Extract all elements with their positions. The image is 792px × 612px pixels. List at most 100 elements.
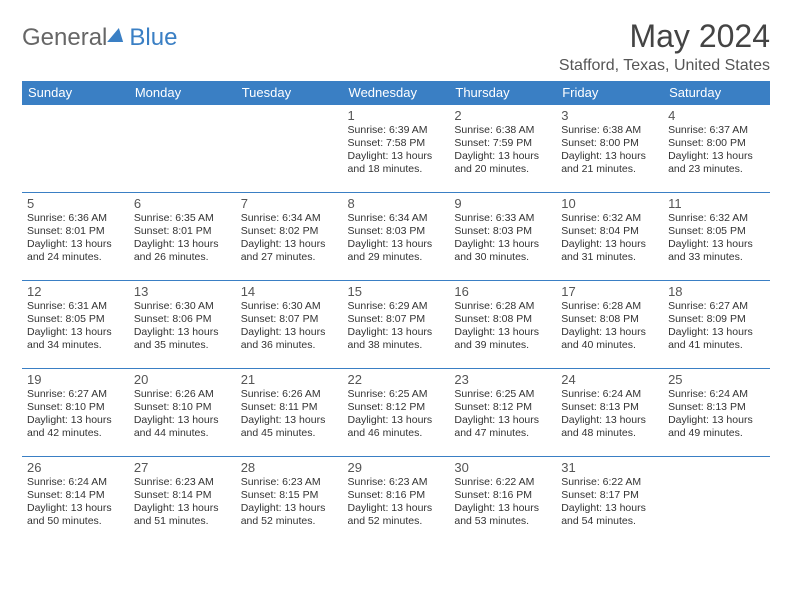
daylight-text: Daylight: 13 hours and 52 minutes. (241, 502, 338, 528)
day-number: 29 (348, 460, 445, 475)
sunset-text: Sunset: 8:16 PM (454, 489, 551, 502)
day-number: 16 (454, 284, 551, 299)
weekday-header: Sunday (22, 81, 129, 105)
day-info: Sunrise: 6:38 AMSunset: 8:00 PMDaylight:… (561, 124, 658, 177)
day-number: 15 (348, 284, 445, 299)
day-info: Sunrise: 6:28 AMSunset: 8:08 PMDaylight:… (454, 300, 551, 353)
day-number: 13 (134, 284, 231, 299)
daylight-text: Daylight: 13 hours and 38 minutes. (348, 326, 445, 352)
calendar-day-cell: 3Sunrise: 6:38 AMSunset: 8:00 PMDaylight… (556, 105, 663, 193)
day-info: Sunrise: 6:22 AMSunset: 8:16 PMDaylight:… (454, 476, 551, 529)
sunset-text: Sunset: 8:11 PM (241, 401, 338, 414)
day-info: Sunrise: 6:29 AMSunset: 8:07 PMDaylight:… (348, 300, 445, 353)
sunset-text: Sunset: 8:10 PM (27, 401, 124, 414)
sunset-text: Sunset: 8:14 PM (27, 489, 124, 502)
sunrise-text: Sunrise: 6:39 AM (348, 124, 445, 137)
daylight-text: Daylight: 13 hours and 35 minutes. (134, 326, 231, 352)
sunset-text: Sunset: 8:09 PM (668, 313, 765, 326)
day-number: 18 (668, 284, 765, 299)
day-info: Sunrise: 6:25 AMSunset: 8:12 PMDaylight:… (454, 388, 551, 441)
daylight-text: Daylight: 13 hours and 48 minutes. (561, 414, 658, 440)
day-info: Sunrise: 6:24 AMSunset: 8:13 PMDaylight:… (668, 388, 765, 441)
weekday-header: Thursday (449, 81, 556, 105)
calendar-day-cell: 8Sunrise: 6:34 AMSunset: 8:03 PMDaylight… (343, 193, 450, 281)
day-number: 26 (27, 460, 124, 475)
day-info: Sunrise: 6:33 AMSunset: 8:03 PMDaylight:… (454, 212, 551, 265)
sunset-text: Sunset: 8:03 PM (348, 225, 445, 238)
day-info: Sunrise: 6:38 AMSunset: 7:59 PMDaylight:… (454, 124, 551, 177)
day-info: Sunrise: 6:24 AMSunset: 8:14 PMDaylight:… (27, 476, 124, 529)
day-number: 9 (454, 196, 551, 211)
calendar-day-cell: 16Sunrise: 6:28 AMSunset: 8:08 PMDayligh… (449, 281, 556, 369)
sunset-text: Sunset: 8:02 PM (241, 225, 338, 238)
month-title: May 2024 (559, 18, 770, 55)
sunset-text: Sunset: 8:05 PM (668, 225, 765, 238)
day-number: 5 (27, 196, 124, 211)
sunrise-text: Sunrise: 6:30 AM (134, 300, 231, 313)
sunrise-text: Sunrise: 6:25 AM (348, 388, 445, 401)
day-info: Sunrise: 6:36 AMSunset: 8:01 PMDaylight:… (27, 212, 124, 265)
sunrise-text: Sunrise: 6:37 AM (668, 124, 765, 137)
sunrise-text: Sunrise: 6:24 AM (27, 476, 124, 489)
calendar-day-cell: 15Sunrise: 6:29 AMSunset: 8:07 PMDayligh… (343, 281, 450, 369)
sunrise-text: Sunrise: 6:32 AM (668, 212, 765, 225)
day-number: 23 (454, 372, 551, 387)
sunrise-text: Sunrise: 6:22 AM (561, 476, 658, 489)
daylight-text: Daylight: 13 hours and 21 minutes. (561, 150, 658, 176)
sunset-text: Sunset: 8:13 PM (561, 401, 658, 414)
sunrise-text: Sunrise: 6:38 AM (454, 124, 551, 137)
calendar-week-row: 19Sunrise: 6:27 AMSunset: 8:10 PMDayligh… (22, 369, 770, 457)
calendar-day-cell: 18Sunrise: 6:27 AMSunset: 8:09 PMDayligh… (663, 281, 770, 369)
daylight-text: Daylight: 13 hours and 50 minutes. (27, 502, 124, 528)
sunset-text: Sunset: 8:07 PM (348, 313, 445, 326)
sunset-text: Sunset: 8:04 PM (561, 225, 658, 238)
calendar-day-cell: 26Sunrise: 6:24 AMSunset: 8:14 PMDayligh… (22, 457, 129, 545)
day-number: 22 (348, 372, 445, 387)
day-number: 11 (668, 196, 765, 211)
daylight-text: Daylight: 13 hours and 40 minutes. (561, 326, 658, 352)
sunrise-text: Sunrise: 6:38 AM (561, 124, 658, 137)
day-number: 25 (668, 372, 765, 387)
sunset-text: Sunset: 8:01 PM (27, 225, 124, 238)
day-info: Sunrise: 6:23 AMSunset: 8:15 PMDaylight:… (241, 476, 338, 529)
day-info: Sunrise: 6:30 AMSunset: 8:06 PMDaylight:… (134, 300, 231, 353)
day-info: Sunrise: 6:27 AMSunset: 8:09 PMDaylight:… (668, 300, 765, 353)
day-number: 10 (561, 196, 658, 211)
day-number: 28 (241, 460, 338, 475)
calendar-day-cell: 13Sunrise: 6:30 AMSunset: 8:06 PMDayligh… (129, 281, 236, 369)
title-block: May 2024 Stafford, Texas, United States (559, 18, 770, 75)
logo-text-blue: Blue (129, 24, 177, 52)
sunrise-text: Sunrise: 6:24 AM (561, 388, 658, 401)
day-info: Sunrise: 6:35 AMSunset: 8:01 PMDaylight:… (134, 212, 231, 265)
day-info: Sunrise: 6:28 AMSunset: 8:08 PMDaylight:… (561, 300, 658, 353)
day-info: Sunrise: 6:32 AMSunset: 8:05 PMDaylight:… (668, 212, 765, 265)
sunset-text: Sunset: 8:12 PM (348, 401, 445, 414)
daylight-text: Daylight: 13 hours and 29 minutes. (348, 238, 445, 264)
calendar-day-cell: 9Sunrise: 6:33 AMSunset: 8:03 PMDaylight… (449, 193, 556, 281)
sunrise-text: Sunrise: 6:27 AM (668, 300, 765, 313)
sunset-text: Sunset: 8:15 PM (241, 489, 338, 502)
weekday-header: Wednesday (343, 81, 450, 105)
day-number: 21 (241, 372, 338, 387)
day-number: 8 (348, 196, 445, 211)
daylight-text: Daylight: 13 hours and 20 minutes. (454, 150, 551, 176)
daylight-text: Daylight: 13 hours and 26 minutes. (134, 238, 231, 264)
location-text: Stafford, Texas, United States (559, 57, 770, 75)
daylight-text: Daylight: 13 hours and 49 minutes. (668, 414, 765, 440)
sunset-text: Sunset: 8:01 PM (134, 225, 231, 238)
daylight-text: Daylight: 13 hours and 42 minutes. (27, 414, 124, 440)
calendar-day-cell: 14Sunrise: 6:30 AMSunset: 8:07 PMDayligh… (236, 281, 343, 369)
logo-sail-icon (108, 28, 128, 42)
daylight-text: Daylight: 13 hours and 30 minutes. (454, 238, 551, 264)
calendar-page: General Blue May 2024 Stafford, Texas, U… (0, 0, 792, 612)
weekday-header: Friday (556, 81, 663, 105)
sunset-text: Sunset: 8:08 PM (561, 313, 658, 326)
calendar-day-cell: 25Sunrise: 6:24 AMSunset: 8:13 PMDayligh… (663, 369, 770, 457)
sunset-text: Sunset: 8:13 PM (668, 401, 765, 414)
daylight-text: Daylight: 13 hours and 45 minutes. (241, 414, 338, 440)
calendar-day-cell: 4Sunrise: 6:37 AMSunset: 8:00 PMDaylight… (663, 105, 770, 193)
calendar-day-cell (236, 105, 343, 193)
daylight-text: Daylight: 13 hours and 46 minutes. (348, 414, 445, 440)
day-info: Sunrise: 6:24 AMSunset: 8:13 PMDaylight:… (561, 388, 658, 441)
daylight-text: Daylight: 13 hours and 44 minutes. (134, 414, 231, 440)
